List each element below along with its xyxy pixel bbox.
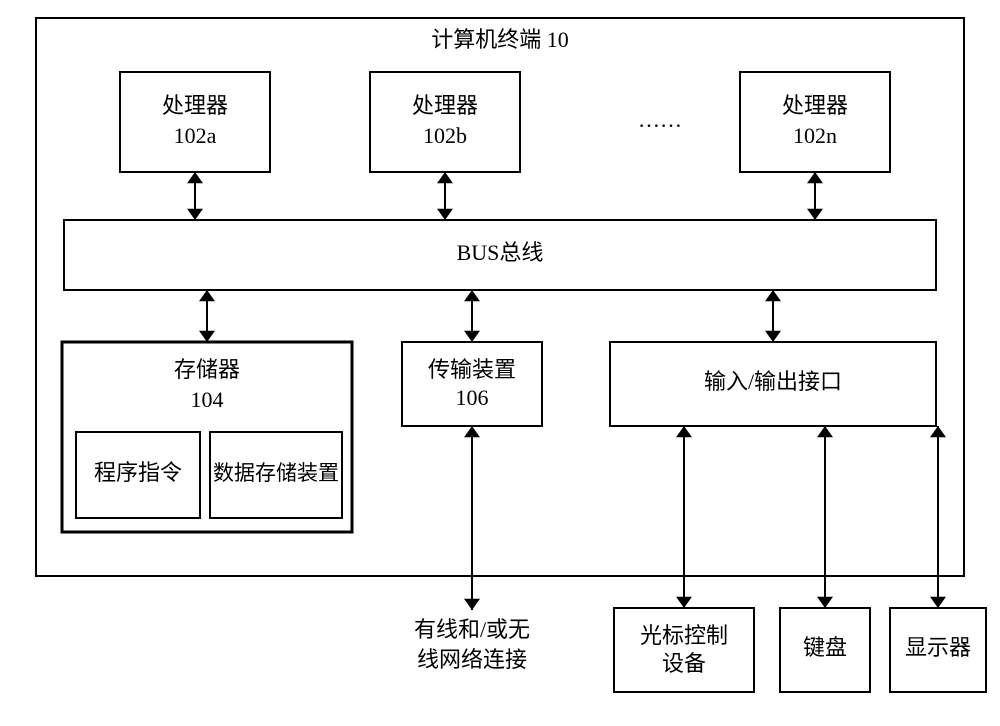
processor-label-2: 处理器: [782, 93, 848, 118]
peripheral-label-2: 显示器: [905, 635, 971, 660]
peripheral-box-0: [614, 608, 754, 692]
network-label-2: 线网络连接: [417, 647, 527, 672]
processor-id-2: 102n: [793, 123, 837, 148]
peripheral-label-0-2: 设备: [662, 651, 706, 676]
processor-box-2: [740, 72, 890, 172]
processor-label-0: 处理器: [162, 93, 228, 118]
processor-box-1: [370, 72, 520, 172]
memory-inner-instructions-label: 程序指令: [94, 460, 182, 485]
processor-label-1: 处理器: [412, 93, 478, 118]
processor-box-0: [120, 72, 270, 172]
memory-label: 存储器: [174, 357, 240, 382]
transport-label: 传输装置: [428, 357, 516, 382]
processor-id-0: 102a: [174, 123, 217, 148]
transport-id: 106: [456, 385, 489, 410]
bus-label: BUS总线: [457, 240, 544, 265]
peripheral-label-1: 键盘: [803, 635, 847, 660]
processor-ellipsis: ……: [638, 107, 682, 132]
memory-id: 104: [191, 387, 224, 412]
transport-box: [402, 342, 542, 426]
terminal-title: 计算机终端 10: [431, 27, 569, 52]
network-label-1: 有线和/或无: [414, 617, 530, 642]
io-label: 输入/输出接口: [704, 369, 842, 394]
processor-id-1: 102b: [423, 123, 467, 148]
memory-inner-storage-label: 数据存储装置: [213, 461, 339, 485]
peripheral-label-0-1: 光标控制: [640, 623, 728, 648]
